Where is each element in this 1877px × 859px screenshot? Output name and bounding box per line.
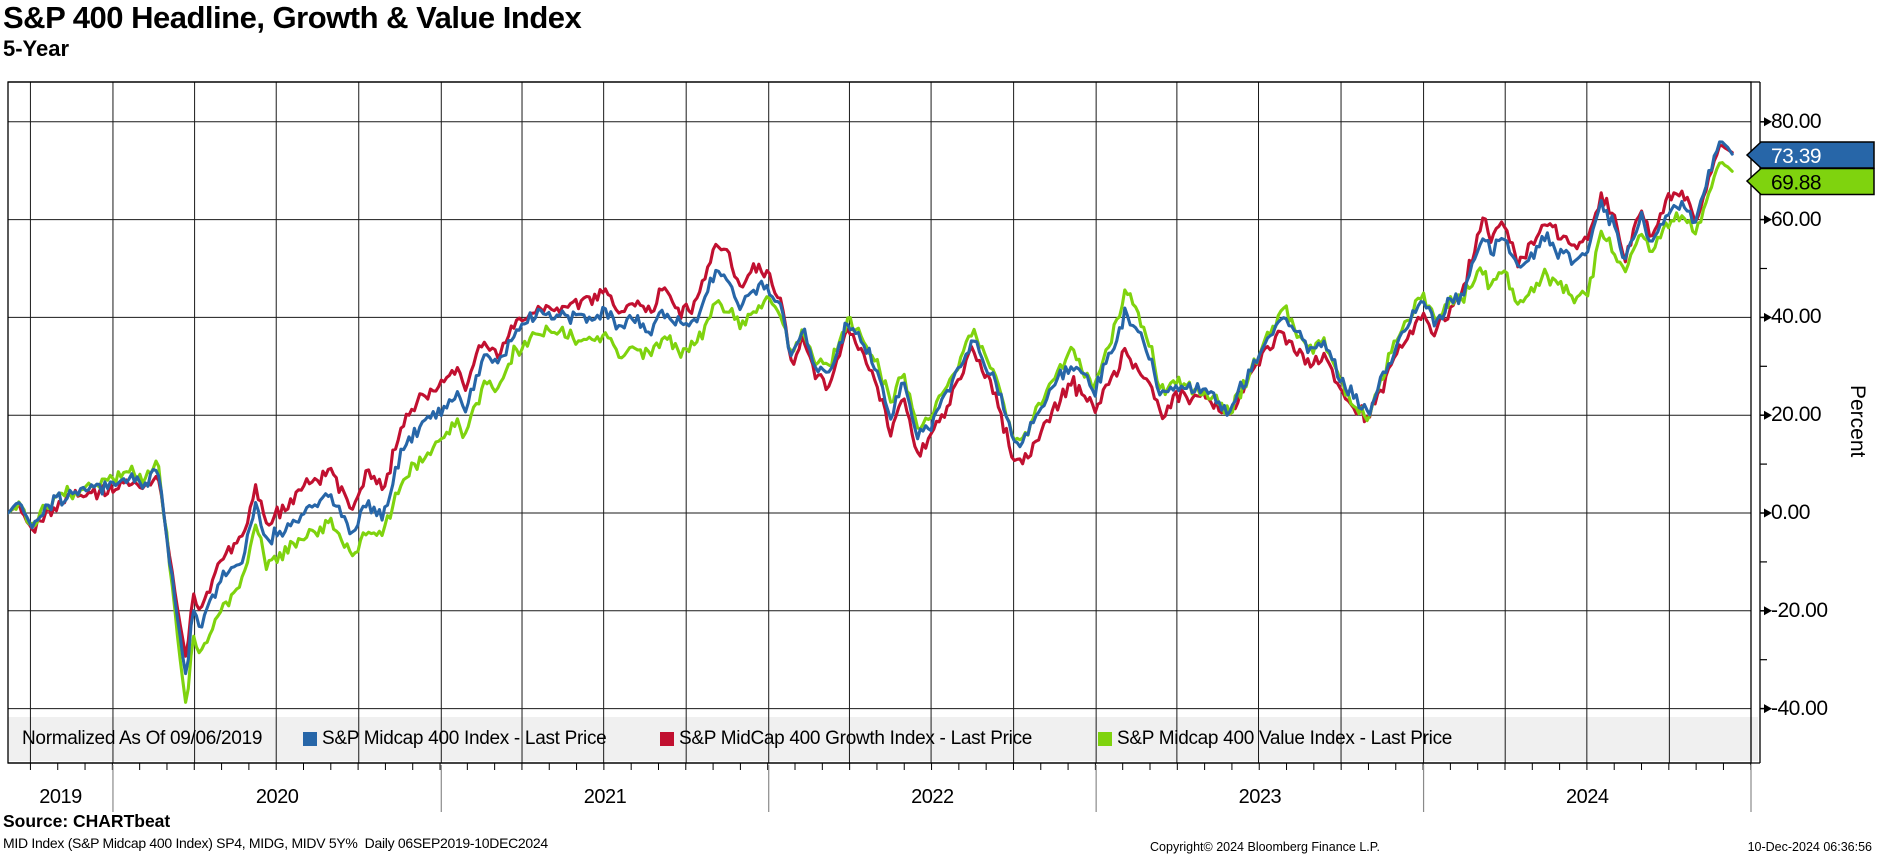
price-tag-value-value: 69.88: [1771, 172, 1821, 195]
price-series-lines: [8, 140, 1734, 704]
y-axis-tick-label: 0.00: [1771, 501, 1810, 524]
legend-item-headline: S&P Midcap 400 Index - Last Price: [322, 728, 607, 749]
legend-item-value: S&P Midcap 400 Value Index - Last Price: [1117, 728, 1453, 749]
page-title: S&P 400 Headline, Growth & Value Index: [3, 0, 582, 35]
price-tag-value: 69.88: [1745, 167, 1875, 196]
x-axis-year-label: 2023: [1238, 786, 1282, 808]
x-axis-year-label: 2024: [1566, 786, 1609, 808]
price-tag-headline-value: 73.39: [1771, 145, 1821, 168]
axis-ticks-and-borders: [7, 81, 1772, 812]
y-axis-tick-label: 20.00: [1771, 403, 1822, 427]
price-tag-headline: 73.39: [1745, 141, 1875, 169]
legend-item-growth: S&P MidCap 400 Growth Index - Last Price: [679, 728, 1033, 749]
y-axis-unit-label: Percent: [1846, 385, 1869, 458]
grid-lines: [8, 82, 1751, 763]
x-axis-year-label: 2022: [911, 786, 954, 808]
chart-meta-line: MID Index (S&P Midcap 400 Index) SP4, MI…: [3, 835, 548, 851]
y-axis-tick-label: 60.00: [1771, 207, 1822, 231]
legend-normalized-label: Normalized As Of 09/06/2019: [22, 728, 263, 749]
y-axis-tick-label: -20.00: [1771, 598, 1828, 622]
legend-swatch-value: [1098, 732, 1112, 746]
x-axis-year-label: 2020: [255, 786, 299, 808]
y-axis-tick-label: 40.00: [1771, 305, 1822, 329]
render-timestamp: 10-Dec-2024 06:36:56: [1747, 840, 1872, 854]
y-axis-tick-label: -40.00: [1771, 696, 1828, 720]
source-label: Source: CHARTbeat: [3, 811, 171, 831]
copyright-notice: Copyright© 2024 Bloomberg Finance L.P.: [1150, 840, 1380, 854]
chart-period-subtitle: 5-Year: [3, 36, 70, 61]
legend-strip-background: [8, 717, 1758, 761]
legend-swatch-headline: [303, 732, 317, 746]
x-axis-year-label: 2019: [39, 786, 82, 808]
legend-swatch-growth: [660, 732, 674, 746]
x-axis-year-label: 2021: [583, 786, 627, 808]
y-axis-tick-label: 80.00: [1771, 109, 1822, 133]
